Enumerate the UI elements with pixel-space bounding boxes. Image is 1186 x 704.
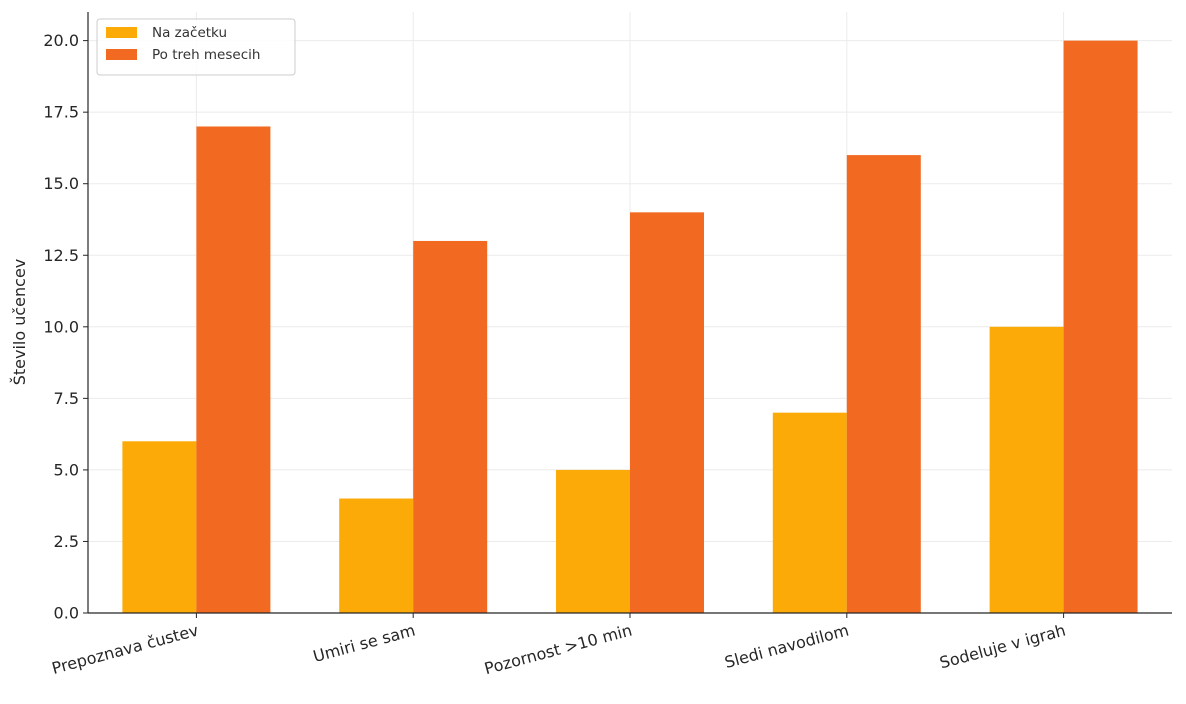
y-tick-label-5: 12.5 [43, 246, 79, 265]
x-tick-label-1: Umiri se sam [311, 621, 417, 666]
bar-start-1 [339, 498, 414, 613]
y-tick-label-4: 10.0 [43, 317, 79, 336]
bar-after-3 [846, 155, 921, 613]
x-ticks: Prepoznava čustev Umiri se sam Pozornost >… [50, 613, 1068, 678]
x-tick-label-4: Sodeluje v igrah [938, 621, 1068, 673]
bar-after-0 [196, 126, 271, 613]
y-tick-label-3: 7.5 [54, 389, 79, 408]
legend-swatch-1 [106, 49, 137, 60]
legend-label-0: Na začetku [152, 25, 227, 41]
y-tick-label-1: 2.5 [54, 532, 79, 551]
legend: Na začetku Po treh mesecih [96, 18, 296, 76]
bar-after-2 [630, 212, 704, 614]
y-tick-label-0: 0.0 [54, 604, 79, 623]
bar-start-3 [772, 412, 847, 613]
legend-label-1: Po treh mesecih [152, 47, 260, 63]
legend-frame [96, 18, 296, 76]
y-tick-label-8: 20.0 [43, 31, 79, 50]
x-tick-label-3: Sledi navodilom [723, 621, 851, 672]
bar-after-1 [413, 240, 488, 613]
legend-swatch-0 [106, 27, 137, 38]
bar-start-0 [122, 441, 197, 613]
bars [122, 40, 1138, 614]
y-tick-label-2: 5.0 [54, 460, 79, 479]
x-tick-label-0: Prepoznava čustev [50, 621, 201, 678]
y-axis-label: Število učencev [10, 259, 29, 386]
y-tick-label-6: 15.0 [43, 174, 79, 193]
y-ticks: 0.0 2.5 5.0 7.5 10.0 12.5 15.0 17.5 20.0 [43, 31, 88, 623]
bar-start-2 [556, 469, 630, 613]
bar-after-4 [1063, 40, 1138, 614]
bar-start-4 [989, 326, 1064, 613]
y-tick-label-7: 17.5 [43, 103, 79, 122]
x-tick-label-2: Pozornost >10 min [482, 621, 634, 679]
